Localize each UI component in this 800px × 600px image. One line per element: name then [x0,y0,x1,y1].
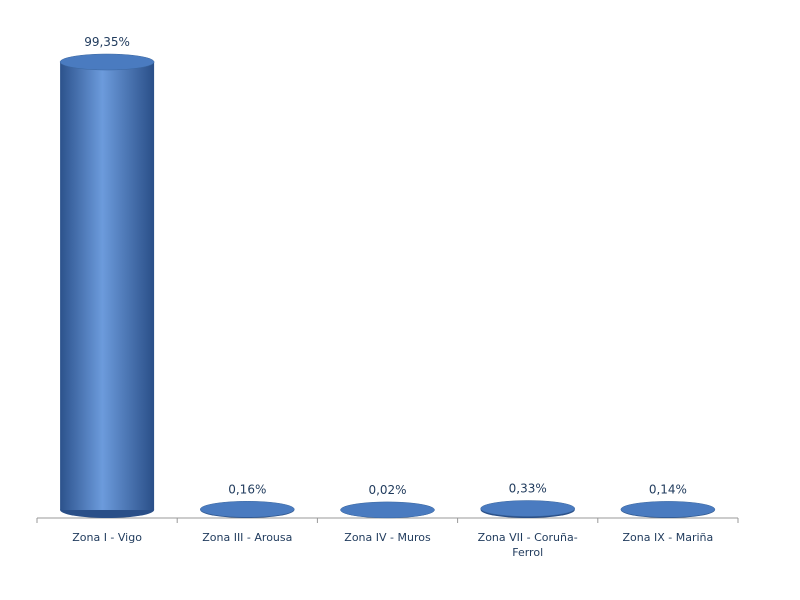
x-tick-label: Zona IV - Muros [344,531,431,544]
x-tick-label: Zona IX - Mariña [622,531,714,544]
bar-top [620,501,716,518]
bar-top [480,500,575,517]
x-tick-label: Zona III - Arousa [202,531,293,544]
value-label: 99,35% [84,35,130,49]
bar-top [59,53,155,71]
value-label: 0,33% [509,482,547,496]
bar-top [200,501,295,518]
bar [60,62,155,510]
value-label: 0,02% [368,483,406,497]
x-tick-label: Zona VII - Coruña-Ferrol [477,531,578,559]
bar-top [340,501,435,519]
value-label: 0,14% [649,482,687,496]
value-label: 0,16% [228,482,266,496]
x-tick-label: Zona I - Vigo [72,531,142,544]
